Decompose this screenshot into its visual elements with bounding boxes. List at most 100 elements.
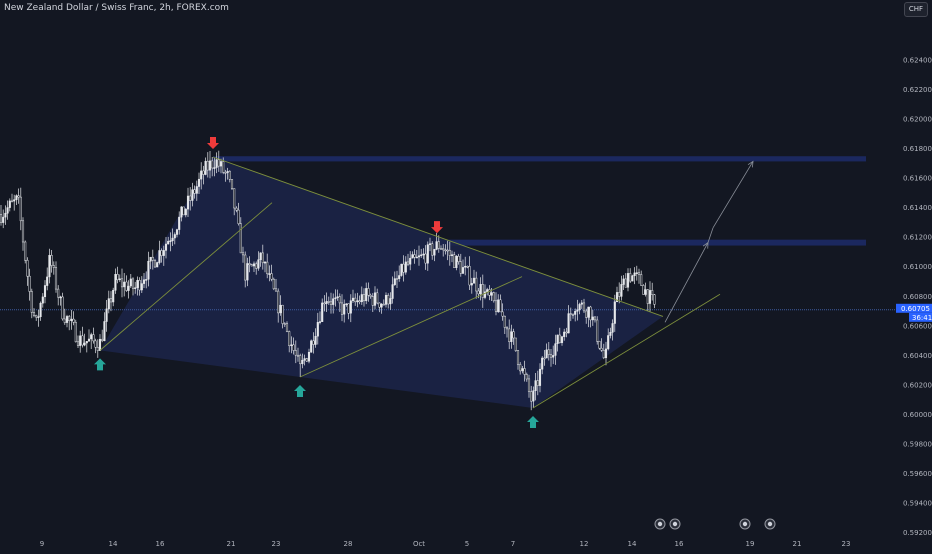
- candle-body: [182, 206, 185, 216]
- candle-body: [367, 288, 370, 296]
- candle-body: [292, 344, 295, 351]
- candle-body: [21, 220, 25, 243]
- candle-body: [477, 290, 480, 295]
- candle-body: [512, 331, 515, 339]
- candle-body: [466, 265, 469, 268]
- candle-body: [422, 253, 425, 256]
- candle-body: [371, 296, 374, 306]
- candle-body: [560, 336, 564, 343]
- candle-body: [653, 294, 656, 305]
- candle-body: [19, 196, 22, 222]
- candle-body: [349, 300, 352, 314]
- candle-body: [626, 273, 630, 288]
- candle-body: [453, 254, 456, 268]
- candle-body: [252, 263, 256, 267]
- candle-body: [563, 331, 566, 337]
- candle-body: [602, 350, 605, 359]
- candle-body: [59, 296, 62, 299]
- candle-body: [204, 160, 207, 175]
- projection-arrowhead: [702, 241, 709, 249]
- candle-body: [558, 334, 561, 343]
- trendline[interactable]: [299, 276, 523, 378]
- price-tick-label: 0.61200: [903, 234, 932, 242]
- candle-body: [468, 266, 471, 286]
- candle-body: [459, 261, 462, 274]
- candle-body: [420, 254, 423, 257]
- candle-body: [105, 308, 108, 322]
- candle-body: [442, 248, 445, 251]
- candle-body: [57, 288, 60, 298]
- candle-body: [120, 278, 124, 288]
- candle-body: [94, 340, 97, 348]
- candle-body: [369, 294, 372, 297]
- candle-body: [263, 261, 267, 264]
- candle-body: [600, 347, 603, 351]
- price-tick-label: 0.62400: [903, 57, 932, 65]
- price-tick-label: 0.62200: [903, 86, 932, 94]
- candle-body: [488, 289, 491, 296]
- candle-body: [50, 255, 53, 266]
- candle-body: [609, 332, 612, 336]
- candle-body: [195, 186, 198, 194]
- overlay-layer: [94, 136, 754, 428]
- candle-body: [651, 290, 654, 295]
- price-axis[interactable]: 0.62400 0.62200 0.62000 0.61800 0.61600 0.614…: [895, 0, 932, 550]
- trendline[interactable]: [99, 202, 273, 351]
- candle-body: [633, 272, 636, 277]
- candle-body: [538, 368, 542, 386]
- candle-body: [118, 278, 121, 281]
- candle-body: [46, 276, 49, 286]
- candle-body: [354, 297, 357, 303]
- candle-body: [497, 299, 500, 312]
- candle-body: [323, 302, 326, 305]
- candle-body: [189, 195, 192, 201]
- candle-body: [142, 279, 146, 284]
- projection-leg[interactable]: [664, 242, 709, 323]
- projection-leg[interactable]: [707, 227, 714, 243]
- candle-body: [228, 171, 231, 180]
- trendline[interactable]: [212, 156, 664, 317]
- candle-body: [259, 252, 262, 260]
- candle-body: [437, 241, 440, 249]
- candle-body: [475, 277, 478, 292]
- candle-body: [283, 323, 286, 325]
- trendline[interactable]: [532, 293, 721, 409]
- candle-body: [431, 243, 434, 256]
- candle-body: [92, 334, 95, 342]
- up-arrow-icon: [294, 384, 306, 397]
- candle-body: [296, 354, 300, 357]
- candle-body: [334, 297, 337, 300]
- currency-badge[interactable]: CHF: [904, 2, 928, 17]
- projection-arrowhead: [747, 160, 754, 168]
- candle-body: [79, 335, 82, 346]
- candle-body: [376, 292, 379, 304]
- candle-body: [637, 272, 641, 275]
- candle-body: [494, 300, 498, 312]
- resistance-zone[interactable]: [213, 156, 866, 162]
- candle-body: [481, 284, 484, 298]
- candle-body: [277, 290, 280, 314]
- candle-body: [316, 322, 319, 337]
- candle-body: [464, 265, 467, 268]
- candle-body: [457, 255, 460, 262]
- resistance-zone[interactable]: [437, 239, 866, 246]
- candle-body: [378, 302, 381, 308]
- candle-body: [384, 295, 388, 305]
- time-tick-label: 21: [227, 540, 236, 548]
- candle-body: [580, 302, 583, 305]
- time-tick-label: 16: [675, 540, 684, 548]
- candle-body: [444, 249, 447, 252]
- time-axis[interactable]: 9 14 16 21 23 28 Oct 5 7 12 14 16 19 21 23: [40, 518, 851, 548]
- projection-leg[interactable]: [712, 161, 754, 229]
- time-tick-label: 23: [842, 540, 851, 548]
- candle-body: [492, 292, 495, 302]
- candle-body: [39, 302, 42, 317]
- candle-body: [261, 252, 264, 264]
- candle-body: [479, 284, 482, 295]
- current-price-value: 0.60705: [901, 305, 930, 313]
- candle-body: [613, 301, 616, 324]
- candle-body: [85, 341, 88, 344]
- candle-body: [607, 335, 610, 350]
